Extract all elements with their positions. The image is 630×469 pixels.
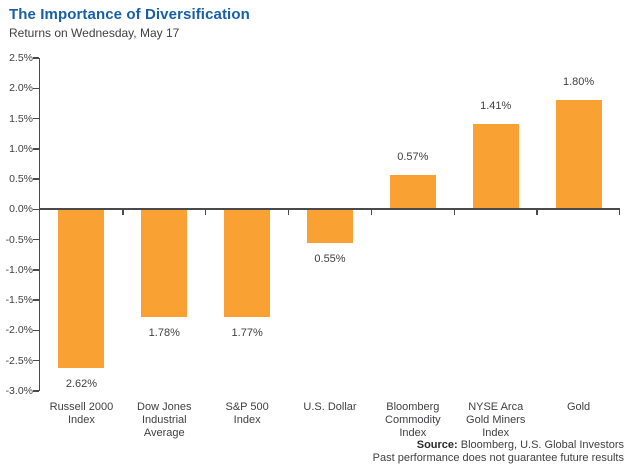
axis-boundary-tick [204,210,207,216]
y-tick-label: 2.0% [9,82,33,95]
disclaimer: Past performance does not guarantee futu… [372,452,624,464]
category-label: Bloomberg Commodity Index [385,401,441,439]
category-label: U.S. Dollar [303,401,357,413]
y-tick-label: 2.5% [9,52,33,64]
axis-boundary-tick [453,210,456,216]
category-label: S&P 500 Index [225,401,269,426]
y-tick-label: -2.0% [5,324,33,337]
y-tick-label: -1.0% [5,263,33,276]
bar [141,209,188,318]
chart-subtitle: Returns on Wednesday, May 17 [9,26,180,40]
bar [472,123,519,210]
bar [58,209,105,368]
bar [307,209,353,243]
category-label: Gold [566,401,591,413]
y-axis-tick [32,117,39,120]
axis-end-tick [618,210,620,216]
footer: Source: Bloomberg, U.S. Global Investors… [373,439,624,465]
axis-boundary-tick [122,210,124,216]
source-line: Source: Bloomberg, U.S. Global Investors [373,439,624,452]
y-tick-label: 1.0% [9,142,33,155]
source-label: Source: [416,439,458,451]
category-label: Dow Jones Industrial Average [137,401,192,439]
category-label: Russell 2000 Index [49,401,114,426]
y-axis-line [38,58,40,391]
y-tick-label: -2.5% [5,354,33,367]
axis-boundary-tick [370,210,373,216]
bar-value-label: 0.57% [397,150,429,163]
category-label: NYSE Arca Gold Miners Index [466,401,526,439]
source-text: Bloomberg, U.S. Global Investors [457,439,624,451]
bar-value-label: 1.41% [480,99,512,112]
y-axis-tick [32,238,39,241]
bar-value-label: 1.77% [231,326,263,339]
y-axis-tick [32,299,39,301]
y-axis-tick [32,87,39,90]
y-tick-label: -1.5% [5,294,33,307]
y-axis-tick [32,269,39,271]
y-tick-label: 1.5% [9,112,33,125]
bar [555,100,602,210]
y-tick-label: 0.0% [9,203,33,216]
bar-value-label: 1.80% [562,76,595,89]
y-axis-tick [32,329,39,332]
bar-value-label: 1.78% [148,327,180,340]
y-axis-tick [32,57,39,59]
y-axis-tick [32,390,39,392]
bar-value-label: 0.55% [314,252,346,265]
bar [389,174,436,210]
bar-value-label: 2.62% [65,377,98,390]
chart-title: The Importance of Diversification [9,6,250,23]
y-axis-tick [32,359,39,362]
y-axis-tick [32,178,39,180]
axis-boundary-tick [287,210,290,216]
zero-baseline [38,208,620,211]
bar [224,209,271,317]
y-tick-label: 0.5% [9,173,33,186]
y-axis-tick [32,208,39,211]
y-tick-label: -3.0% [5,385,33,397]
y-tick-label: -0.5% [5,233,33,246]
y-axis-tick [32,148,39,150]
axis-boundary-tick [536,210,538,216]
